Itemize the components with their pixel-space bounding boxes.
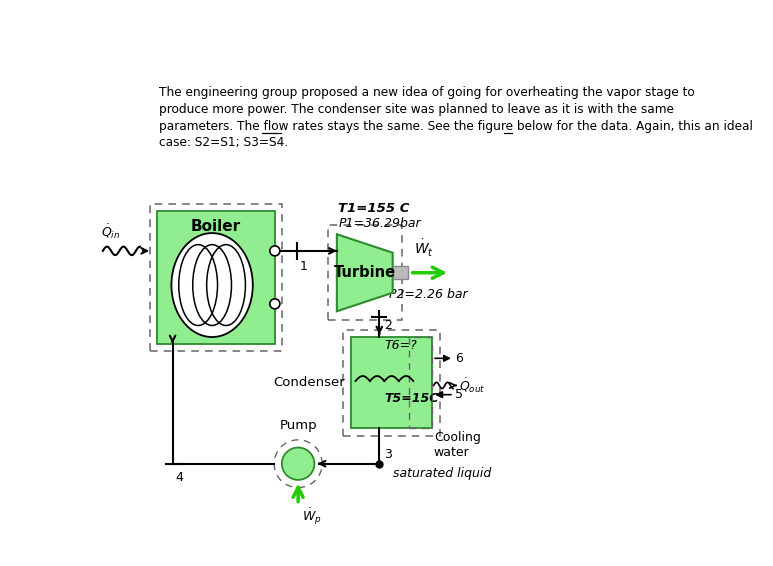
- Circle shape: [274, 440, 322, 487]
- Text: 2: 2: [384, 319, 392, 332]
- Bar: [351, 337, 432, 428]
- Bar: [343, 330, 440, 436]
- FancyBboxPatch shape: [393, 266, 408, 279]
- Text: parameters. The flow rates stays the same. See the figure below for the data. Ag: parameters. The flow rates stays the sam…: [158, 119, 752, 132]
- Text: The engineering group proposed a new idea of going for overheating the vapor sta: The engineering group proposed a new ide…: [158, 87, 694, 100]
- Text: T6=?: T6=?: [384, 339, 417, 352]
- Text: 6: 6: [455, 352, 463, 365]
- Text: $\dot{Q}_{out}$: $\dot{Q}_{out}$: [458, 376, 485, 395]
- Text: $\dot{Q}_{in}$: $\dot{Q}_{in}$: [101, 222, 121, 241]
- Text: saturated liquid: saturated liquid: [393, 467, 492, 480]
- Text: Condenser: Condenser: [273, 376, 345, 389]
- Text: P1=36.29bar: P1=36.29bar: [339, 217, 421, 230]
- Text: T1=155 C: T1=155 C: [339, 202, 410, 215]
- Text: Pump: Pump: [279, 419, 317, 432]
- Bar: [410, 337, 432, 428]
- Text: 4: 4: [175, 471, 183, 484]
- Text: Cooling
water: Cooling water: [434, 431, 481, 460]
- Bar: [328, 225, 402, 320]
- Text: Turbine: Turbine: [334, 265, 396, 280]
- Text: P2=2.26 bar: P2=2.26 bar: [389, 288, 467, 301]
- Text: 1: 1: [300, 260, 308, 273]
- Bar: [157, 211, 275, 344]
- Ellipse shape: [172, 233, 253, 337]
- Polygon shape: [337, 234, 393, 311]
- Text: case: S2=S1; S3=S4.: case: S2=S1; S3=S4.: [158, 136, 288, 149]
- Circle shape: [282, 448, 315, 480]
- Text: T5=15C: T5=15C: [384, 392, 438, 405]
- Circle shape: [270, 246, 280, 256]
- Text: 5: 5: [455, 388, 464, 401]
- Text: 3: 3: [384, 448, 392, 461]
- Text: Boiler: Boiler: [191, 219, 241, 234]
- Text: $\dot{W}_t$: $\dot{W}_t$: [414, 238, 434, 259]
- Text: $\dot{W}_p$: $\dot{W}_p$: [302, 506, 322, 526]
- Text: produce more power. The condenser site was planned to leave as it is with the sa: produce more power. The condenser site w…: [158, 103, 673, 116]
- Circle shape: [270, 299, 280, 309]
- Bar: [150, 204, 282, 350]
